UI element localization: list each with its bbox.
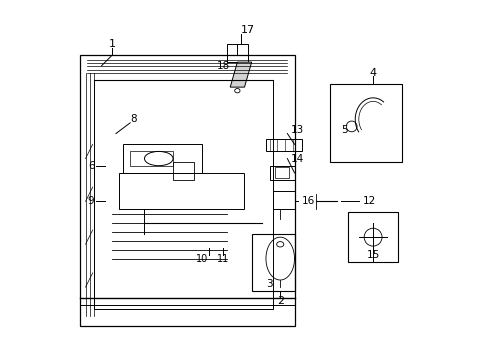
Text: 18: 18 bbox=[217, 61, 230, 71]
Bar bbox=[274, 167, 288, 178]
Text: 3: 3 bbox=[265, 279, 272, 289]
Text: 2: 2 bbox=[276, 296, 283, 306]
Text: 13: 13 bbox=[290, 125, 304, 135]
Text: 8: 8 bbox=[130, 114, 137, 124]
Text: 14: 14 bbox=[290, 154, 304, 163]
Text: 4: 4 bbox=[369, 68, 376, 78]
Text: 5: 5 bbox=[341, 125, 347, 135]
Text: 17: 17 bbox=[241, 25, 255, 35]
Text: 6: 6 bbox=[88, 161, 94, 171]
Text: 10: 10 bbox=[195, 253, 207, 264]
Bar bbox=[173, 162, 194, 180]
Bar bbox=[80, 55, 294, 327]
Bar bbox=[265, 139, 301, 152]
Bar bbox=[269, 166, 294, 180]
Polygon shape bbox=[230, 62, 251, 87]
Text: 11: 11 bbox=[217, 253, 229, 264]
Text: 9: 9 bbox=[88, 197, 94, 206]
Text: 16: 16 bbox=[301, 197, 314, 206]
Bar bbox=[329, 84, 401, 162]
Bar bbox=[251, 234, 294, 291]
Bar bbox=[119, 173, 244, 208]
Bar bbox=[130, 152, 173, 166]
Bar bbox=[347, 212, 397, 262]
Text: 1: 1 bbox=[109, 39, 116, 49]
Bar bbox=[272, 191, 294, 208]
Bar bbox=[226, 44, 247, 62]
Bar bbox=[123, 144, 201, 173]
Text: 15: 15 bbox=[366, 250, 379, 260]
Text: 12: 12 bbox=[362, 197, 375, 206]
